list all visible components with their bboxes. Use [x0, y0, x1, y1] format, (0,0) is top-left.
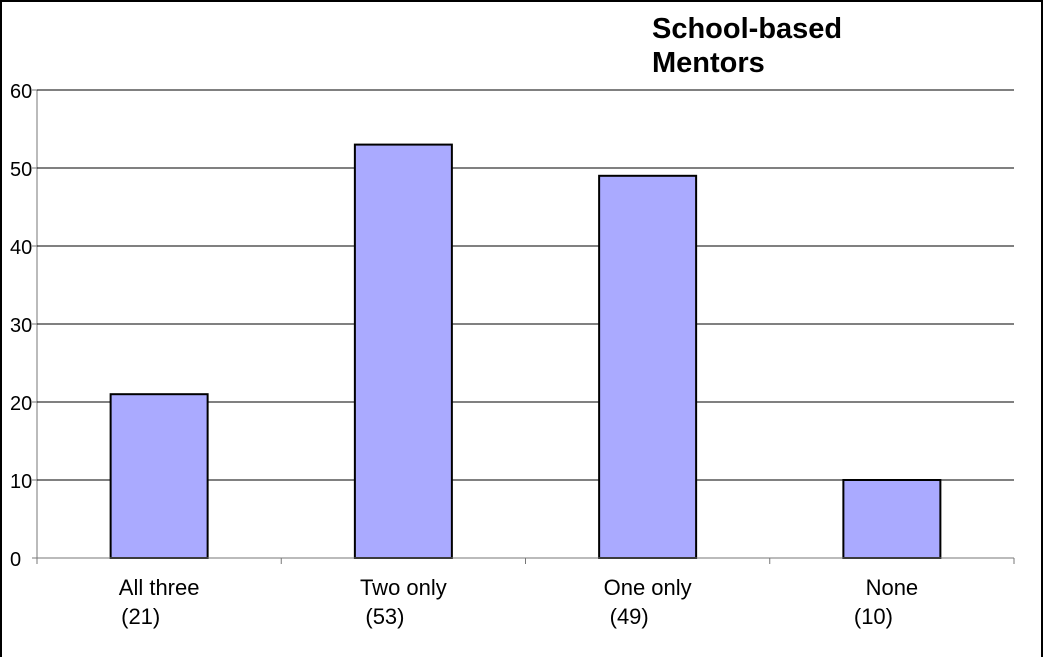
- x-category-label: None: [866, 575, 919, 600]
- x-category-label: One only: [604, 575, 692, 600]
- x-category-count-label: (21): [121, 604, 160, 629]
- chart-title: School-based Mentors: [652, 12, 952, 80]
- bar: [842, 479, 942, 559]
- x-category-count-label: (49): [610, 604, 649, 629]
- y-tick-label: 40: [10, 237, 32, 259]
- x-category-label: All three: [119, 575, 200, 600]
- chart-title-line-2: Mentors: [652, 47, 765, 79]
- y-tick-label: 60: [10, 81, 32, 103]
- y-tick-label: 50: [10, 159, 32, 181]
- bar: [353, 143, 453, 559]
- y-tick-label: 30: [10, 315, 32, 337]
- bar: [109, 393, 209, 560]
- x-category-label: Two only: [360, 575, 447, 600]
- x-category-count-label: (53): [365, 604, 404, 629]
- y-tick-label: 0: [10, 549, 21, 571]
- chart-title-line-1: School-based: [652, 13, 843, 45]
- y-tick-label: 20: [10, 393, 32, 415]
- x-category-count-label: (10): [854, 604, 893, 629]
- y-tick-label: 10: [10, 471, 32, 493]
- bar: [598, 174, 698, 560]
